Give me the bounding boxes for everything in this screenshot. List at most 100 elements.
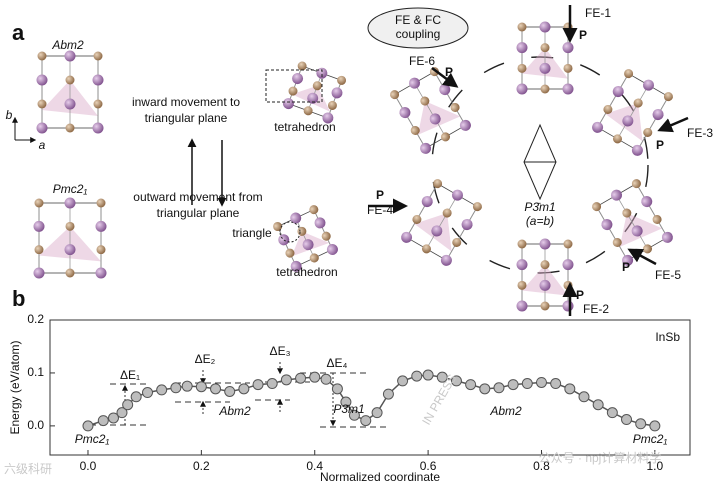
label: inward movement to [132,95,240,109]
in-atom [326,243,338,255]
energy-point [107,412,119,424]
energy-point [309,371,321,383]
sb-atom [452,237,462,247]
sb-atom [309,253,319,263]
label: tetrahedron [276,265,337,279]
in-atom [652,109,664,121]
x-tick-label: 0.4 [306,459,323,473]
label: (a=b) [526,214,554,228]
sb-atom [592,202,602,212]
in-atom [92,122,104,134]
energy-point [606,407,618,419]
in-atom [612,86,624,98]
energy-point [252,379,264,391]
energy-point [170,382,182,394]
sb-atom [540,301,550,311]
energy-point [348,409,360,421]
sb-atom [643,127,653,137]
y-axis-label: Energy (eV/atom) [8,340,22,434]
sb-atom [390,90,400,100]
in-atom [95,267,107,279]
fe-label: FE-3 [687,126,713,140]
sb-atom [37,99,47,109]
energy-point [280,374,292,386]
in-atom [562,300,574,312]
crystal [516,238,574,312]
sb-atom [327,100,337,110]
sb-atom [622,208,632,218]
energy-point [450,375,462,387]
energy-point [507,379,519,391]
fe-label: FE-1 [585,6,611,20]
in-atom [292,73,304,85]
structures [12,5,689,316]
label: triangular plane [145,111,228,125]
sb-atom [612,237,622,247]
sb-atom [624,69,634,79]
energy-chart: 0.0 0.1 0.2 0.0 0.2 0.4 0.6 0.8 1.0 Normalized co… [4,286,691,484]
rhombus [523,123,557,201]
energy-point [578,391,590,403]
in-atom [331,87,343,99]
polarization-label: P [622,260,630,274]
sb-atom [631,179,641,189]
annotation: ΔE₁ [120,368,140,382]
energy-point [116,407,128,419]
sb-atom [517,22,527,32]
sb-atom [34,245,44,255]
in-atom [452,189,463,201]
in-atom [562,83,574,95]
fe-label: FE-5 [655,268,681,282]
sb-atom [433,179,443,189]
label: tetrahedron [274,120,335,134]
in-atom [36,122,48,134]
energy-line [87,374,655,427]
sb-atom [93,99,103,109]
sb-atom [65,75,75,85]
fe-label: FE-2 [583,302,609,316]
energy-point [621,414,633,426]
in-atom [440,254,452,266]
sb-atom [297,61,307,71]
energy-point [181,380,193,392]
energy-point [521,378,533,390]
x-tick-label: 0.2 [193,459,210,473]
in-atom [516,42,528,54]
sb-atom [643,244,652,254]
in-atom [562,42,574,54]
in-atom [33,267,45,279]
in-atom [302,239,314,251]
sb-atom [65,221,75,231]
energy-point [122,399,134,411]
energy-point [331,383,343,395]
sb-atom [442,208,452,218]
coupling-ellipse [367,7,469,49]
in-atom [64,98,76,110]
in-atom [601,219,613,231]
in-atom [290,212,302,224]
label: coupling [396,27,441,41]
label: P3̄m1 [524,200,555,214]
in-atom [641,196,653,208]
x-tick-label: 0.6 [420,459,437,473]
fe-label: FE-6 [409,54,435,68]
sb-atom [517,239,527,249]
in-atom [539,238,551,250]
sb-atom [563,239,573,249]
ring [431,56,649,274]
sb-atom [517,280,527,290]
in-atom [401,231,413,243]
sb-atom [412,214,422,224]
x-tick-label: 0.8 [533,459,550,473]
energy-point [436,371,448,383]
energy-point [340,396,352,408]
in-atom [631,225,643,237]
sb-atom [603,104,613,114]
in-atom [64,197,76,209]
in-atom [631,144,643,156]
energy-point [97,415,109,427]
in-atom [322,112,334,124]
energy-point [224,385,236,397]
sb-atom [422,244,431,254]
label: triangular plane [157,206,240,220]
